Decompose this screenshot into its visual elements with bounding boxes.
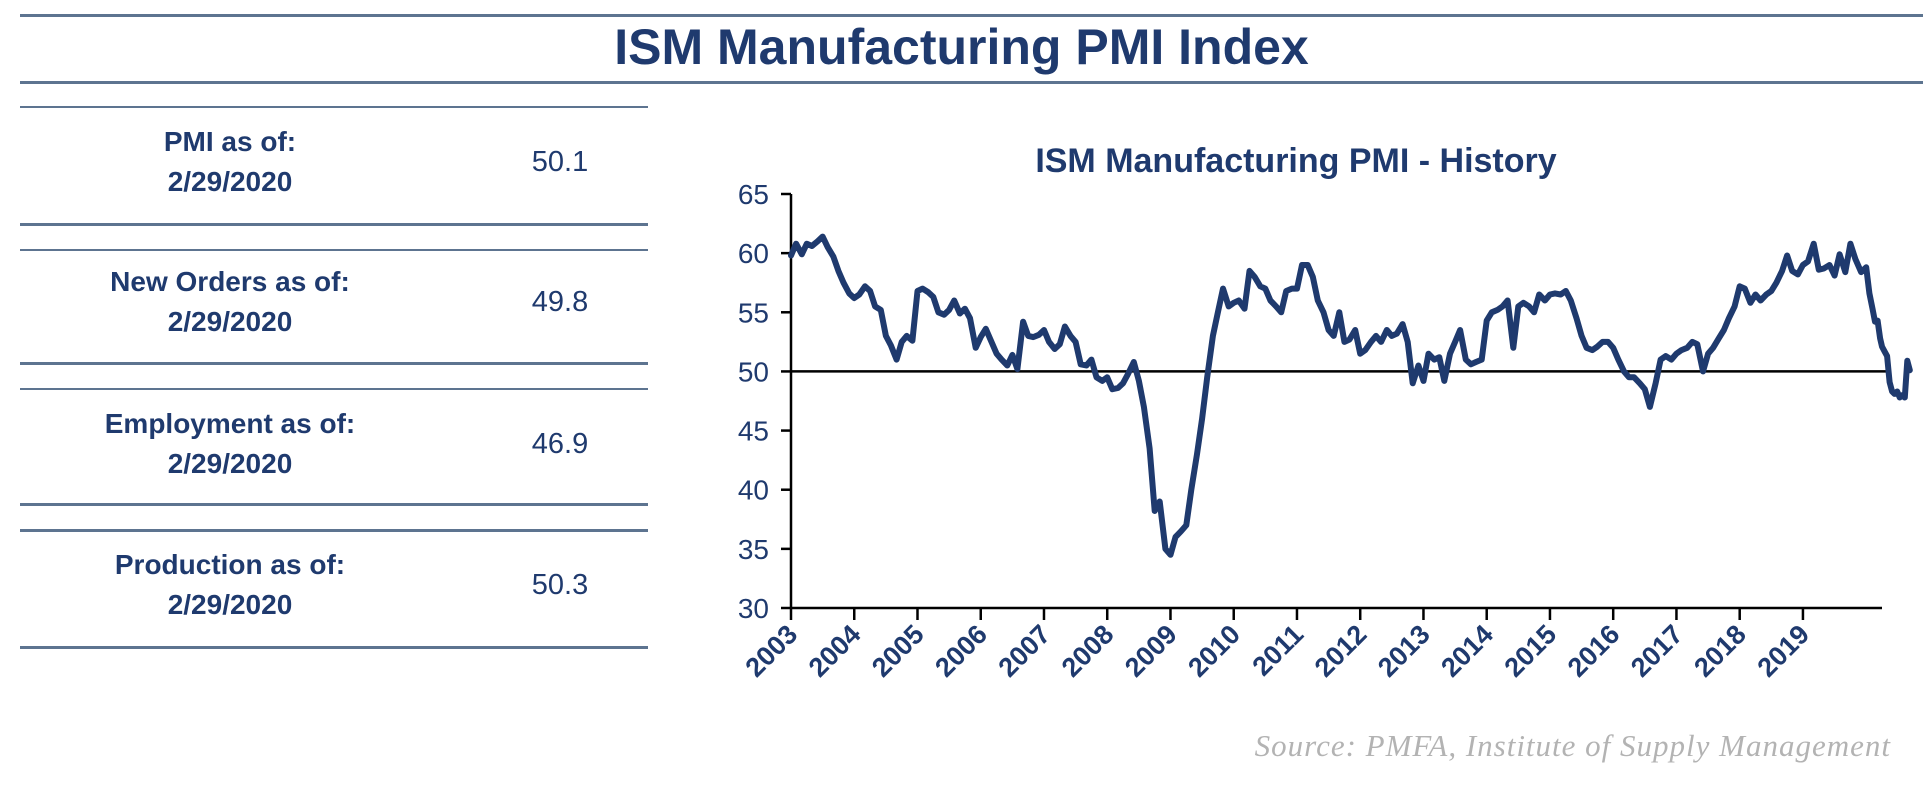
source-note: Source: PMFA, Institute of Supply Manage… bbox=[1254, 728, 1891, 763]
stat-label-line1: New Orders as of: bbox=[110, 266, 350, 297]
stat-rule bbox=[20, 106, 648, 108]
stat-rule bbox=[20, 529, 648, 532]
stat-rule bbox=[20, 503, 648, 506]
x-tick-label: 2017 bbox=[1625, 619, 1689, 683]
x-tick-label: 2005 bbox=[866, 619, 930, 683]
x-tick-label: 2018 bbox=[1688, 619, 1752, 683]
y-tick-label: 50 bbox=[738, 356, 769, 387]
stat-production: Production as of: 2/29/2020 50.3 bbox=[20, 545, 645, 635]
x-tick-label: 2009 bbox=[1119, 619, 1183, 683]
stat-rule bbox=[20, 249, 648, 251]
stat-label-line1: PMI as of: bbox=[163, 126, 297, 157]
y-tick-label: 40 bbox=[738, 475, 769, 506]
x-tick-label: 2015 bbox=[1499, 619, 1563, 683]
x-tick-label: 2011 bbox=[1247, 619, 1310, 682]
page-title: ISM Manufacturing PMI Index bbox=[614, 19, 1309, 75]
stat-value: 46.9 bbox=[531, 428, 589, 460]
x-tick-label: 2014 bbox=[1435, 619, 1499, 683]
stat-employment: Employment as of: 2/29/2020 46.9 bbox=[20, 404, 645, 494]
x-tick-label: 2003 bbox=[740, 619, 804, 683]
chart-title: ISM Manufacturing PMI - History bbox=[1035, 142, 1556, 180]
stat-label: Production as of: 2/29/2020 bbox=[20, 545, 440, 625]
title-rule-top bbox=[20, 14, 1923, 17]
stat-label: Employment as of: 2/29/2020 bbox=[20, 404, 440, 484]
stat-rule bbox=[20, 362, 648, 365]
stat-rule bbox=[20, 646, 648, 649]
stat-label-line2: 2/29/2020 bbox=[167, 166, 293, 197]
x-tick-label: 2008 bbox=[1056, 619, 1120, 683]
y-tick-label: 35 bbox=[738, 534, 769, 565]
y-tick-label: 45 bbox=[738, 416, 769, 447]
x-tick-label: 2010 bbox=[1182, 619, 1246, 683]
y-tick-label: 55 bbox=[738, 297, 769, 328]
stat-pmi: PMI as of: 2/29/2020 50.1 bbox=[20, 122, 645, 212]
x-tick-label: 2016 bbox=[1562, 619, 1626, 683]
stat-label: New Orders as of: 2/29/2020 bbox=[20, 262, 440, 342]
stat-new-orders: New Orders as of: 2/29/2020 49.8 bbox=[20, 262, 645, 352]
y-tick-label: 60 bbox=[738, 238, 769, 269]
y-axis: 30 35 40 45 50 55 60 65 bbox=[738, 179, 793, 624]
stat-rule bbox=[20, 223, 648, 226]
stat-rule bbox=[20, 388, 648, 390]
y-tick-label: 65 bbox=[738, 179, 769, 210]
x-tick-label: 2012 bbox=[1309, 619, 1373, 683]
stat-value: 50.1 bbox=[531, 146, 589, 178]
x-axis: 2003 2004 2005 2006 2007 2008 2009 2010 2011 2012… bbox=[740, 606, 1882, 683]
stat-label-line1: Production as of: bbox=[114, 549, 346, 580]
stat-value: 50.3 bbox=[531, 569, 589, 601]
plot-area bbox=[788, 233, 1913, 558]
x-tick-label: 2019 bbox=[1751, 619, 1815, 683]
pmi-series-line bbox=[788, 233, 1913, 558]
stat-label-line2: 2/29/2020 bbox=[167, 306, 293, 337]
title-rule-bottom bbox=[20, 81, 1923, 84]
stat-value: 49.8 bbox=[531, 286, 589, 318]
x-tick-label: 2013 bbox=[1372, 619, 1436, 683]
stat-label-line2: 2/29/2020 bbox=[167, 589, 293, 620]
stat-label: PMI as of: 2/29/2020 bbox=[20, 122, 440, 202]
stat-label-line2: 2/29/2020 bbox=[167, 448, 293, 479]
x-tick-label: 2006 bbox=[929, 619, 993, 683]
x-tick-label: 2007 bbox=[993, 619, 1057, 683]
stat-label-line1: Employment as of: bbox=[104, 408, 356, 439]
x-tick-label: 2004 bbox=[803, 619, 867, 683]
y-tick-label: 30 bbox=[738, 593, 769, 624]
